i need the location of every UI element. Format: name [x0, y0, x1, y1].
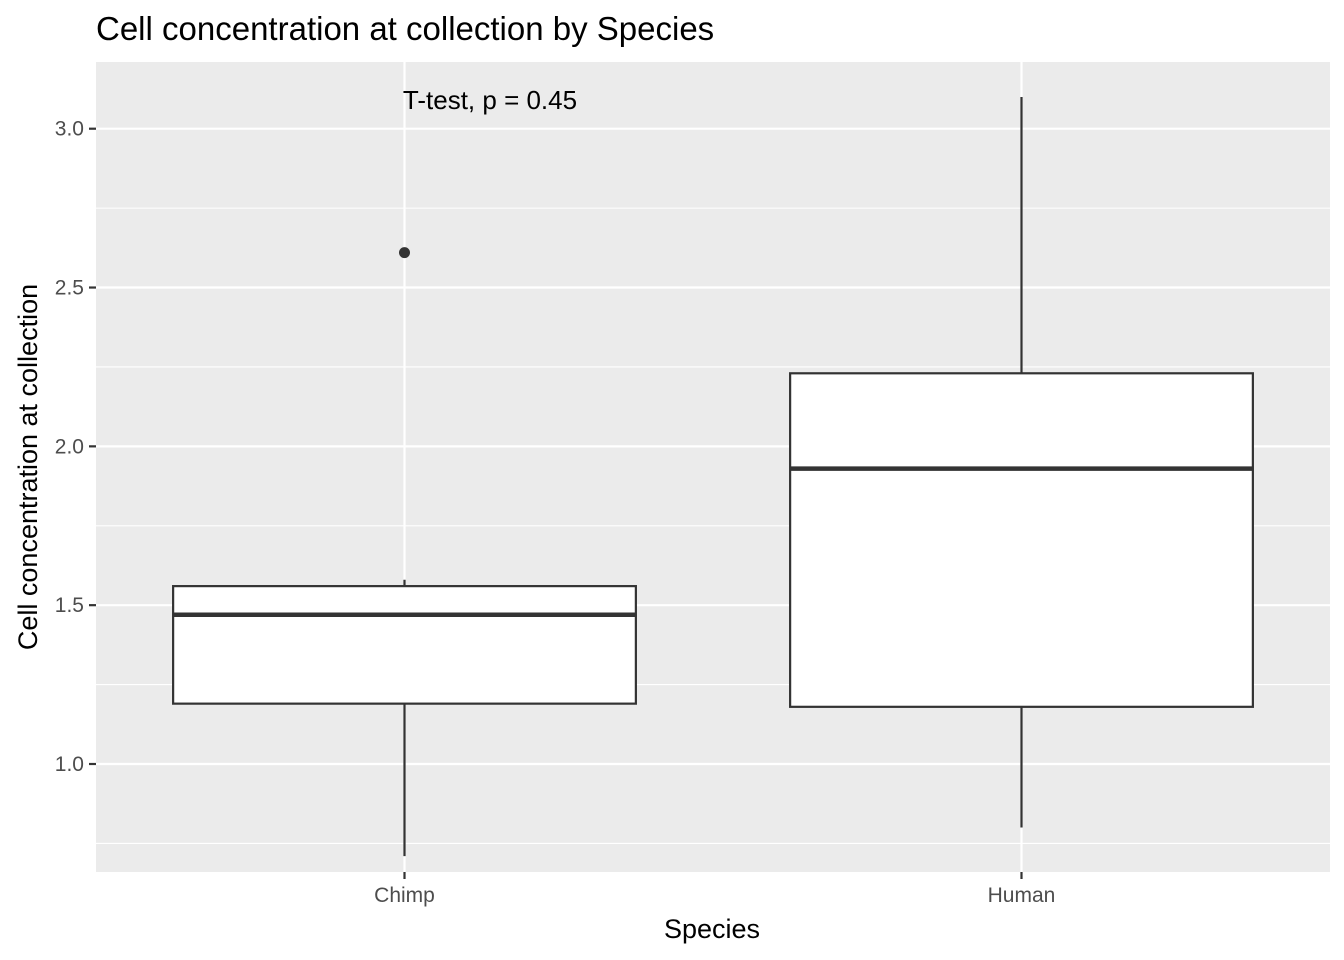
y-tick-label: 1.5: [55, 594, 84, 617]
y-tick-label: 2.0: [55, 435, 84, 458]
y-tick-label: 3.0: [55, 118, 84, 141]
y-tick-label: 1.0: [55, 753, 84, 776]
y-tick-label: 2.5: [55, 277, 84, 300]
box-human: [789, 96, 1254, 828]
y-axis-title: Cell concentration at collection: [13, 284, 43, 650]
box-series: [172, 96, 1254, 857]
x-tick-label: Chimp: [374, 884, 435, 907]
x-axis-title: Species: [664, 914, 760, 944]
x-axis: Chimp Human: [374, 872, 1055, 907]
chart-title: Cell concentration at collection by Spec…: [96, 10, 714, 47]
y-axis: 1.0 1.5 2.0 2.5 3.0: [55, 118, 96, 776]
ttest-annotation: T-test, p = 0.45: [403, 85, 577, 115]
outlier-point: [399, 247, 410, 259]
box-iqr: [789, 372, 1254, 708]
x-tick-label: Human: [988, 884, 1056, 907]
box-iqr: [172, 585, 637, 705]
box-chimp: [172, 247, 637, 857]
